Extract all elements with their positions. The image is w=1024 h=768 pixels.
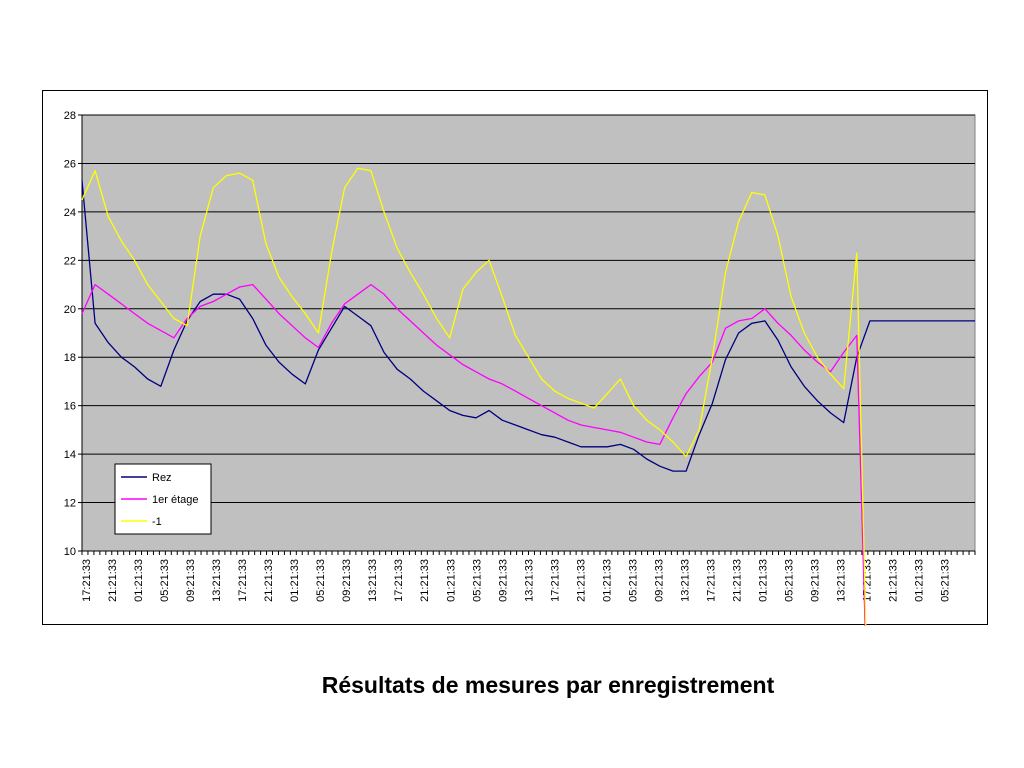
x-tick-label: 09:21:33 — [341, 559, 353, 602]
x-tick-label: 05:21:33 — [627, 559, 639, 602]
y-tick-label: 20 — [64, 304, 76, 316]
legend-label: -1 — [152, 516, 162, 528]
x-tick-label: 09:21:33 — [810, 559, 822, 602]
x-tick-label: 21:21:33 — [107, 559, 119, 602]
x-tick-label: 21:21:33 — [575, 559, 587, 602]
x-tick-label: 21:21:33 — [263, 559, 275, 602]
grid-lines — [82, 114, 975, 504]
series-lines — [81, 167, 975, 626]
x-tick-label: 05:21:33 — [315, 559, 327, 602]
x-tick-label: 21:21:33 — [888, 559, 900, 602]
x-tick-label: 17:21:33 — [705, 559, 717, 602]
y-tick-label: 24 — [64, 207, 76, 219]
y-tick-label: 12 — [64, 498, 76, 510]
line-chart: 10 12 14 16 18 20 22 24 26 28 17:21:33 21:21:33 01:… — [64, 110, 976, 626]
x-tick-label: 09:21:33 — [497, 559, 509, 602]
y-tick-label: 26 — [64, 158, 76, 170]
x-tick-label: 01:21:33 — [445, 559, 457, 602]
y-tick-label: 16 — [64, 401, 76, 413]
y-tick-label: 10 — [64, 546, 76, 558]
x-tick-label: 17:21:33 — [81, 559, 93, 602]
y-tick-label: 14 — [64, 449, 76, 461]
legend-label: 1er étage — [152, 494, 198, 506]
x-tick-label: 13:21:33 — [836, 559, 848, 602]
x-tick-label: 05:21:33 — [784, 559, 796, 602]
legend-label: Rez — [152, 472, 172, 484]
series-line-rez — [81, 180, 975, 472]
y-tick-label: 22 — [64, 255, 76, 267]
y-tick-label: 28 — [64, 110, 76, 122]
chart-frame: 10 12 14 16 18 20 22 24 26 28 17:21:33 21:21:33 01:… — [42, 90, 988, 626]
x-tick-label: 13:21:33 — [211, 559, 223, 602]
x-tick-label: 17:21:33 — [549, 559, 561, 602]
x-tick-label: 01:21:33 — [757, 559, 769, 602]
series-line--1 — [81, 167, 867, 626]
x-tick-label: 13:21:33 — [523, 559, 535, 602]
x-tick-label: 21:21:33 — [731, 559, 743, 602]
x-tick-label: 17:21:33 — [237, 559, 249, 602]
y-axis: 10 12 14 16 18 20 22 24 26 28 — [64, 110, 83, 558]
x-tick-label: 13:21:33 — [679, 559, 691, 602]
x-tick-label: 05:21:33 — [940, 559, 952, 602]
x-tick-label: 09:21:33 — [653, 559, 665, 602]
x-tick-label: 01:21:33 — [601, 559, 613, 602]
x-tick-label: 17:21:33 — [393, 559, 405, 602]
x-tick-label: 21:21:33 — [419, 559, 431, 602]
x-tick-label: 13:21:33 — [367, 559, 379, 602]
x-axis: 17:21:33 21:21:33 01:21:33 05:21:33 09:21:33… — [81, 550, 976, 602]
x-tick-label: 05:21:33 — [159, 559, 171, 602]
legend: Rez 1er étage -1 — [114, 463, 212, 535]
x-tick-label: 01:21:33 — [133, 559, 145, 602]
x-tick-label: 01:21:33 — [289, 559, 301, 602]
plot-area — [81, 114, 976, 552]
x-tick-label: 01:21:33 — [914, 559, 926, 602]
x-tick-label: 05:21:33 — [471, 559, 483, 602]
y-tick-label: 18 — [64, 352, 76, 364]
x-tick-label: 09:21:33 — [185, 559, 197, 602]
chart-caption: Résultats de mesures par enregistrement — [321, 672, 775, 698]
